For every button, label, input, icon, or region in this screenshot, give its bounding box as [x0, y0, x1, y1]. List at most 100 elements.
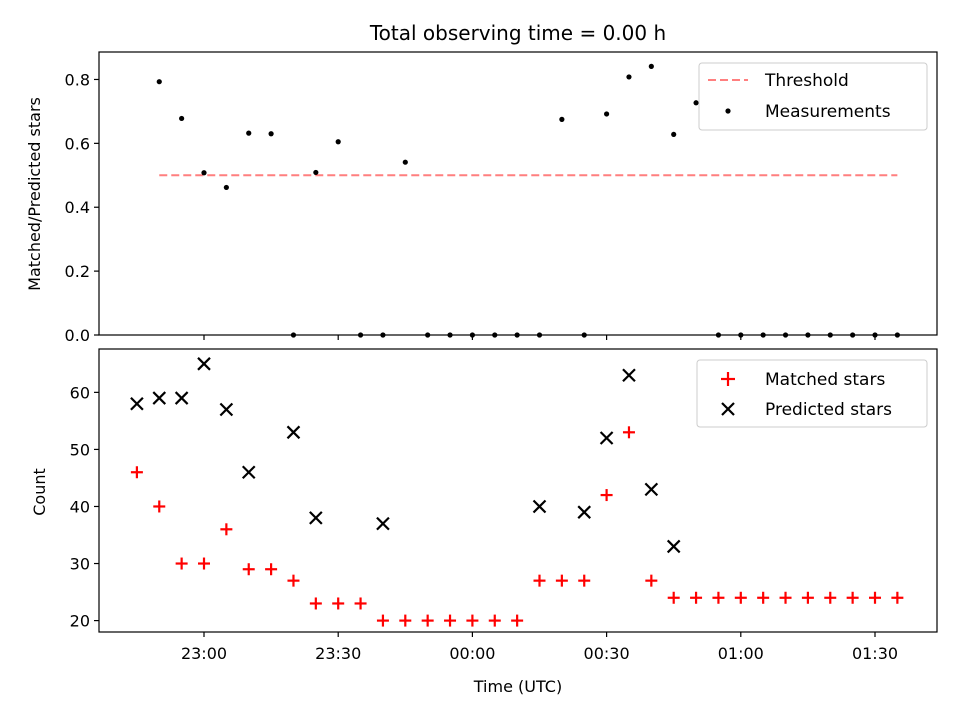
bottom-ytick-label: 60: [70, 383, 90, 402]
predicted-star-point: [532, 499, 547, 514]
predicted-star-point: [286, 425, 301, 440]
top-ytick-label: 0.8: [65, 70, 90, 89]
bottom-axes-frame: [98, 348, 938, 633]
matched-star-point: [846, 591, 859, 604]
legend-predicted-swatch: [721, 402, 735, 416]
top-title: Total observing time = 0.00 h: [369, 21, 666, 45]
matched-star-point: [690, 591, 703, 604]
measurement-point: [648, 63, 654, 69]
measurement-point: [246, 130, 252, 136]
predicted-star-point: [219, 402, 234, 417]
top-ylabel: Matched/Predicted stars: [25, 97, 44, 291]
matched-star-point: [466, 614, 479, 627]
matched-star-point: [578, 574, 591, 587]
matched-star-point: [533, 574, 546, 587]
bottom-xtick-label: 01:30: [852, 644, 898, 663]
bottom-ylabel: Count: [30, 468, 49, 516]
matched-star-point: [354, 597, 367, 610]
predicted-star-point: [577, 505, 592, 519]
legend-measurements-swatch: [725, 108, 731, 114]
legend-threshold-label: Threshold: [764, 71, 849, 91]
measurement-point: [201, 170, 207, 176]
matched-star-point: [622, 426, 635, 439]
matched-star-point: [130, 466, 143, 479]
matched-star-point: [153, 500, 166, 513]
matched-star-point: [198, 557, 210, 570]
predicted-star-point: [174, 391, 189, 405]
measurement-point: [626, 74, 632, 80]
measurement-point: [559, 116, 565, 122]
matched-star-point: [511, 614, 524, 627]
matched-star-point: [444, 614, 457, 627]
measurement-point: [671, 131, 677, 138]
matched-star-point: [667, 591, 680, 604]
matched-star-point: [801, 591, 814, 604]
matched-star-point: [779, 591, 792, 604]
legend-measurements-label: Measurements: [765, 102, 891, 122]
legend-matched-label: Matched stars: [765, 370, 885, 390]
legend-predicted-label: Predicted stars: [765, 400, 892, 420]
measurement-point: [313, 169, 319, 176]
matched-star-point: [734, 591, 747, 604]
predicted-star-point: [376, 516, 390, 531]
bottom-ytick-label: 50: [70, 440, 90, 459]
matched-star-point: [421, 614, 434, 627]
matched-star-point: [600, 489, 613, 502]
predicted-star-point: [130, 396, 144, 411]
measurement-point: [223, 184, 229, 191]
predicted-star-point: [309, 511, 323, 525]
measurement-point: [693, 100, 699, 106]
matched-star-point: [376, 614, 389, 627]
bottom-ytick-label: 40: [70, 497, 90, 516]
matched-star-point: [220, 523, 233, 536]
matched-star-point: [869, 591, 881, 604]
matched-star-point: [399, 614, 412, 627]
top-panel: Total observing time = 0.00 h Matched/Pr…: [25, 21, 938, 345]
predicted-star-point: [622, 368, 636, 383]
matched-star-point: [332, 597, 345, 610]
measurement-point: [335, 139, 341, 145]
bottom-legend-box: [696, 359, 928, 428]
matched-star-point: [265, 563, 278, 576]
top-ytick-label: 0.2: [65, 262, 90, 281]
matched-star-point: [824, 591, 837, 604]
bottom-xtick-label: 23:30: [315, 644, 361, 663]
bottom-panel: Count Time (UTC) 20 30 40 50 60 23:00 23:30 00…: [30, 348, 938, 696]
predicted-star-point: [197, 357, 211, 371]
measurement-point: [402, 159, 408, 165]
measurement-point: [179, 115, 185, 122]
matched-star-point: [175, 557, 188, 570]
top-ytick-label: 0.4: [65, 198, 90, 217]
matched-star-point: [242, 563, 255, 576]
bottom-xtick-label: 01:00: [718, 644, 764, 663]
matched-star-point: [309, 597, 322, 610]
predicted-star-point: [241, 465, 256, 480]
bottom-xtick-label: 00:00: [449, 644, 495, 663]
matched-star-point: [287, 574, 300, 587]
bottom-xlabel: Time (UTC): [473, 677, 562, 696]
top-legend: Threshold Measurements: [698, 62, 928, 131]
legend-matched-swatch: [721, 372, 735, 386]
top-legend-box: [698, 62, 928, 131]
bottom-xtick-label: 23:00: [181, 644, 227, 663]
predicted-star-point: [599, 431, 614, 445]
top-y-ticks: 0.0 0.2 0.4 0.6 0.8: [65, 70, 99, 345]
measurement-point: [156, 79, 162, 85]
bottom-ytick-label: 30: [70, 555, 90, 574]
bottom-y-ticks: 20 30 40 50 60: [70, 383, 99, 631]
matched-star-point: [488, 614, 501, 627]
matched-star-point: [712, 591, 725, 604]
predicted-star-point: [666, 539, 681, 554]
matched-star-point: [555, 574, 568, 587]
matched-star-point: [757, 591, 770, 604]
measurement-point: [604, 111, 610, 117]
predicted-star-point: [152, 391, 167, 405]
bottom-xtick-label: 00:30: [584, 644, 630, 663]
top-ytick-label: 0.0: [65, 326, 90, 345]
matched-stars-points: [130, 426, 904, 627]
matched-star-point: [645, 574, 658, 587]
bottom-legend: Matched stars Predicted stars: [696, 359, 928, 428]
measurement-point: [268, 131, 274, 137]
bottom-x-ticks: 23:00 23:30 00:00 00:30 01:00 01:30: [181, 632, 898, 663]
